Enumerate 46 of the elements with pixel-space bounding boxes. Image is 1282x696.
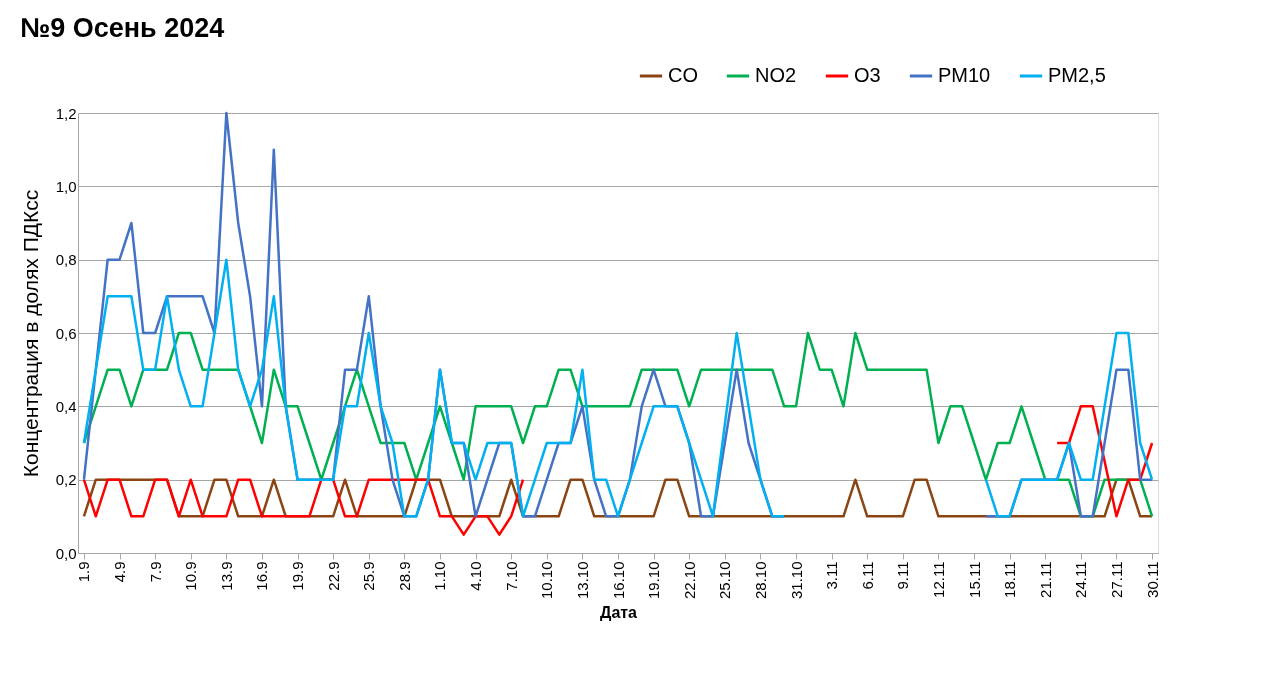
- y-tick-label: 1,0: [55, 177, 77, 195]
- y-tick-label: 1,2: [55, 104, 77, 122]
- legend-label: O3: [854, 64, 881, 86]
- x-tick-label: 9.11: [894, 561, 912, 590]
- legend-label: PM10: [938, 64, 991, 86]
- y-tick-label: 0,4: [55, 397, 77, 415]
- x-axis-title: Дата: [599, 604, 638, 622]
- x-tick-label: 30.11: [1143, 561, 1161, 598]
- x-tick-label: 4.10: [467, 561, 485, 591]
- x-tick-label: 15.11: [965, 561, 983, 598]
- x-tick-label: 25.9: [360, 561, 378, 591]
- x-tick-label: 7.10: [502, 561, 520, 591]
- x-tick-label: 27.11: [1107, 561, 1125, 598]
- y-tick-label: 0,0: [55, 544, 77, 562]
- x-tick-label: 24.11: [1072, 561, 1090, 598]
- x-tick-label: 21.11: [1036, 561, 1054, 598]
- x-tick-label: 7.9: [146, 561, 164, 583]
- x-tick-label: 10.9: [182, 561, 200, 591]
- y-tick-label: 0,2: [55, 471, 77, 489]
- x-tick-label: 19.9: [289, 561, 307, 591]
- y-axis-title: Концентрация в долях ПДКсс: [18, 189, 42, 478]
- y-tick-label: 0,6: [55, 324, 77, 342]
- legend-label: NO2: [755, 64, 797, 86]
- x-tick-label: 28.10: [751, 561, 769, 600]
- x-tick-label: 25.10: [716, 561, 734, 600]
- x-tick-label: 1.10: [431, 561, 449, 591]
- y-tick-label: 0,8: [55, 251, 77, 269]
- legend-label: CO: [668, 64, 698, 86]
- x-tick-label: 19.10: [645, 561, 663, 600]
- x-tick-label: 6.11: [858, 561, 876, 590]
- x-tick-label: 22.10: [680, 561, 698, 600]
- x-tick-label: 13.9: [217, 561, 235, 591]
- x-tick-label: 16.9: [253, 561, 271, 591]
- x-tick-label: 16.10: [609, 561, 627, 600]
- chart-title: №9 Осень 2024: [20, 13, 225, 43]
- x-tick-label: 12.11: [929, 561, 947, 598]
- x-tick-label: 1.9: [75, 561, 93, 583]
- x-tick-label: 3.11: [823, 561, 841, 590]
- x-tick-label: 31.10: [787, 561, 805, 600]
- x-tick-label: 28.9: [395, 561, 413, 591]
- x-tick-label: 18.11: [1001, 561, 1019, 598]
- x-tick-label: 4.9: [111, 561, 129, 583]
- legend-label: PM2,5: [1048, 64, 1106, 86]
- x-tick-label: 22.9: [324, 561, 342, 591]
- x-tick-label: 10.10: [538, 561, 556, 600]
- x-tick-label: 13.10: [573, 561, 591, 600]
